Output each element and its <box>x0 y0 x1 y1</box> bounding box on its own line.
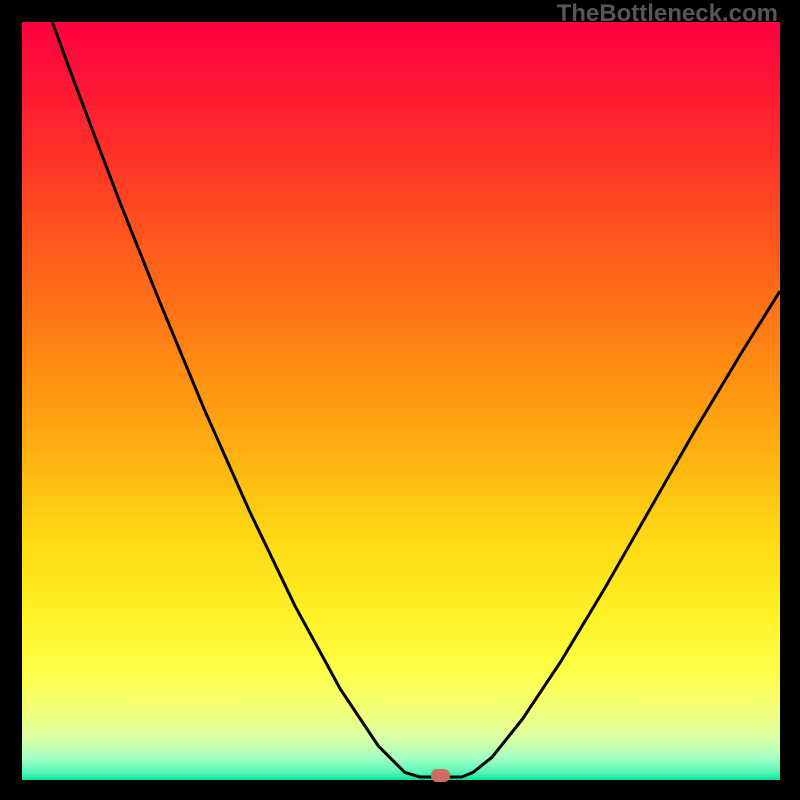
watermark-text: TheBottleneck.com <box>557 0 778 28</box>
chart-container: TheBottleneck.com <box>0 0 800 800</box>
plot-area <box>22 22 780 780</box>
current-config-marker <box>431 769 449 781</box>
bottleneck-curve <box>22 22 780 780</box>
curve-path <box>52 22 780 777</box>
